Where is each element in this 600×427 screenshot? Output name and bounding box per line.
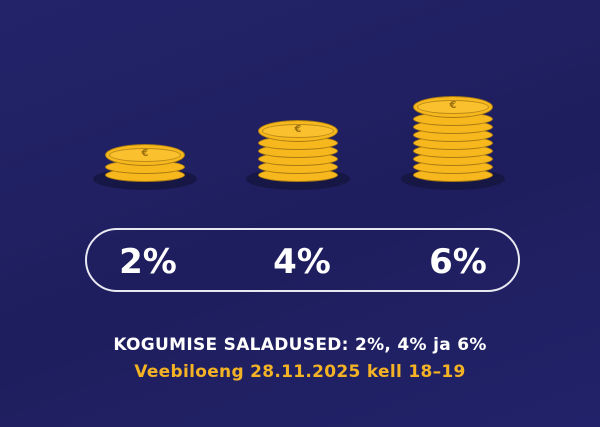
euro-icon: € — [294, 124, 302, 135]
percent-label-6: 6% — [429, 242, 487, 282]
percent-pill — [85, 228, 520, 292]
euro-icon: € — [141, 148, 149, 159]
percent-label-4: 4% — [273, 242, 331, 282]
coin — [413, 96, 493, 118]
coin — [258, 120, 338, 142]
euro-icon: € — [449, 100, 457, 111]
headline: KOGUMISE SALADUSED: 2%, 4% ja 6% — [113, 335, 487, 355]
webinar-date: Veebiloeng 28.11.2025 kell 18–19 — [134, 362, 466, 382]
percent-label-2: 2% — [119, 242, 177, 282]
coin — [105, 144, 185, 166]
